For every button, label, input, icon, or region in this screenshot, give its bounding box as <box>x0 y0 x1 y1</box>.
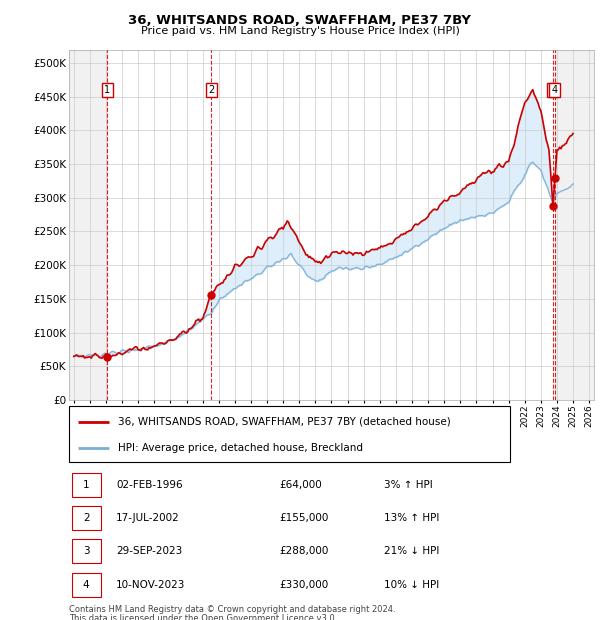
Text: 36, WHITSANDS ROAD, SWAFFHAM, PE37 7BY: 36, WHITSANDS ROAD, SWAFFHAM, PE37 7BY <box>128 14 472 27</box>
Text: HPI: Average price, detached house, Breckland: HPI: Average price, detached house, Brec… <box>118 443 362 453</box>
FancyBboxPatch shape <box>71 473 101 497</box>
Text: 36, WHITSANDS ROAD, SWAFFHAM, PE37 7BY (detached house): 36, WHITSANDS ROAD, SWAFFHAM, PE37 7BY (… <box>118 417 450 427</box>
FancyBboxPatch shape <box>69 406 510 462</box>
Text: £330,000: £330,000 <box>279 580 328 590</box>
FancyBboxPatch shape <box>71 573 101 596</box>
Bar <box>69 50 107 400</box>
Text: Price paid vs. HM Land Registry's House Price Index (HPI): Price paid vs. HM Land Registry's House … <box>140 26 460 36</box>
Text: 4: 4 <box>83 580 89 590</box>
Text: 2: 2 <box>208 85 214 95</box>
Text: 13% ↑ HPI: 13% ↑ HPI <box>384 513 439 523</box>
Text: 17-JUL-2002: 17-JUL-2002 <box>116 513 180 523</box>
Text: 02-FEB-1996: 02-FEB-1996 <box>116 480 183 490</box>
Text: 10-NOV-2023: 10-NOV-2023 <box>116 580 185 590</box>
Text: 21% ↓ HPI: 21% ↓ HPI <box>384 546 439 556</box>
Text: 3: 3 <box>550 85 556 95</box>
Text: 1: 1 <box>104 85 110 95</box>
FancyBboxPatch shape <box>71 539 101 564</box>
Text: 29-SEP-2023: 29-SEP-2023 <box>116 546 182 556</box>
Text: £64,000: £64,000 <box>279 480 322 490</box>
Text: 3: 3 <box>83 546 89 556</box>
Text: £288,000: £288,000 <box>279 546 328 556</box>
Text: 2: 2 <box>83 513 89 523</box>
Bar <box>555 50 594 400</box>
Text: Contains HM Land Registry data © Crown copyright and database right 2024.: Contains HM Land Registry data © Crown c… <box>69 604 395 614</box>
FancyBboxPatch shape <box>71 506 101 530</box>
Text: 1: 1 <box>83 480 89 490</box>
Text: 4: 4 <box>552 85 558 95</box>
Text: 10% ↓ HPI: 10% ↓ HPI <box>384 580 439 590</box>
Text: £155,000: £155,000 <box>279 513 328 523</box>
Text: 3% ↑ HPI: 3% ↑ HPI <box>384 480 433 490</box>
Text: This data is licensed under the Open Government Licence v3.0.: This data is licensed under the Open Gov… <box>69 614 337 620</box>
